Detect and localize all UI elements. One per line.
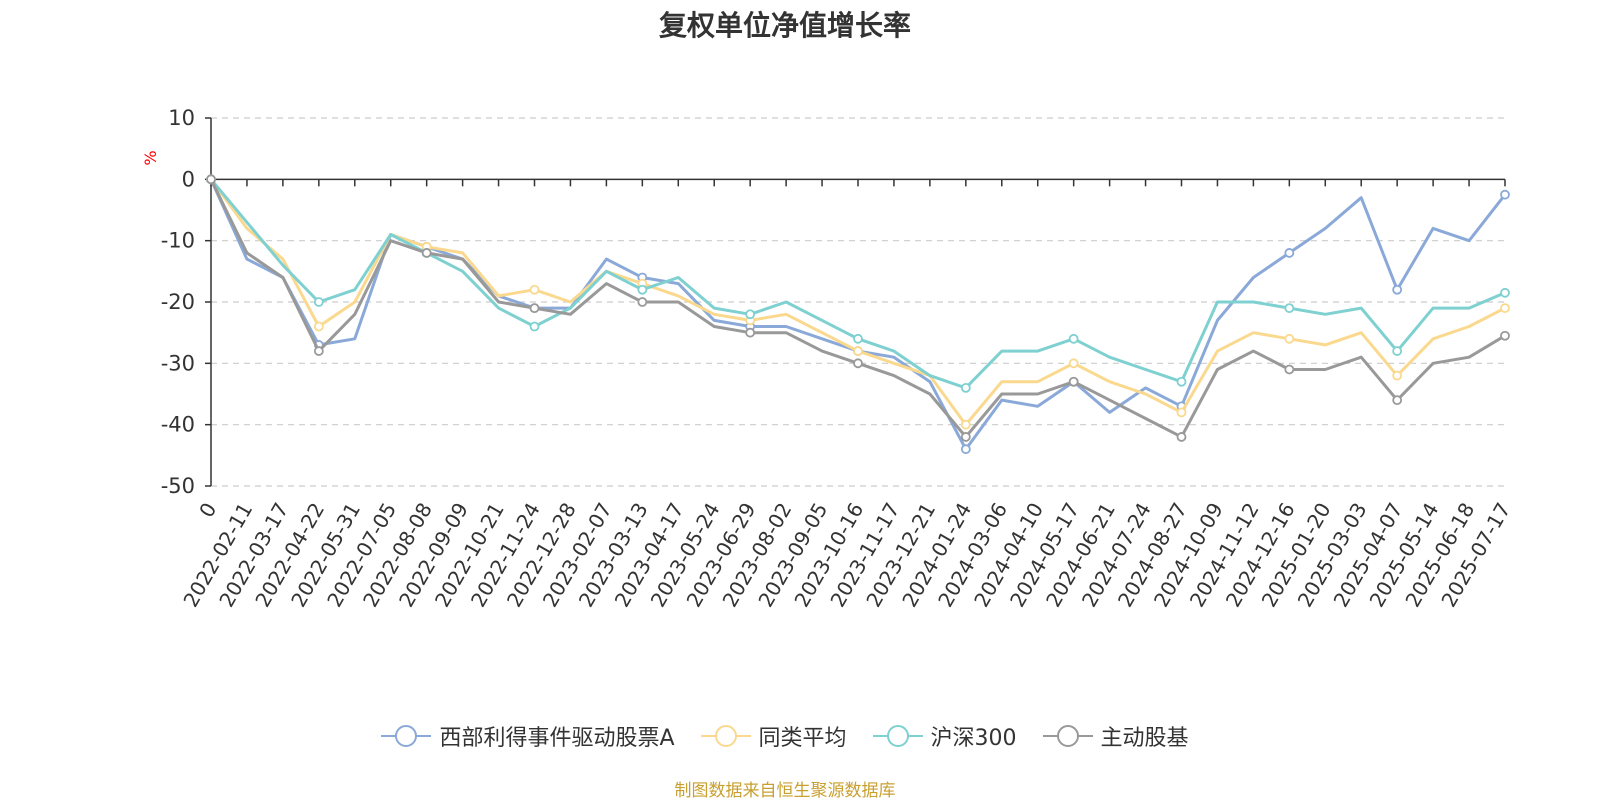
series-line-3 [209, 178, 1506, 390]
data-point [1392, 370, 1403, 381]
legend-label: 主动股基 [1100, 726, 1189, 751]
legend-label: 西部利得事件驱动股票A [439, 726, 675, 751]
y-tick-label: -30 [161, 351, 195, 375]
data-point [1176, 376, 1187, 387]
x-tick-label: 0 [194, 499, 221, 522]
y-tick-label: -10 [161, 229, 195, 253]
data-point [1176, 432, 1187, 442]
data-point [960, 432, 971, 442]
tick-labels: 100-10-20-30-40-50%02022-02-112022-03-17… [141, 106, 1515, 611]
data-point [853, 358, 863, 369]
data-point [1392, 395, 1403, 406]
data-point [529, 321, 540, 332]
data-point [853, 346, 863, 356]
legend-label: 沪深300 [930, 726, 1017, 751]
series-lines [206, 174, 1510, 455]
data-point [1500, 287, 1510, 298]
y-tick-label: 0 [182, 167, 195, 191]
legend-swatch-icon [381, 725, 432, 747]
series-line-1 [209, 178, 1507, 451]
data-point [960, 382, 971, 393]
y-tick-label: -50 [161, 474, 195, 498]
legend-item-3[interactable]: 沪深300 [872, 720, 1017, 752]
legend-item-2[interactable]: 同类平均 [700, 720, 847, 752]
data-point [960, 444, 971, 455]
data-point [1284, 333, 1295, 344]
legend-item-1[interactable]: 西部利得事件驱动股票A [381, 720, 675, 752]
data-point [1284, 248, 1295, 258]
data-point [960, 419, 971, 430]
data-point [1284, 303, 1295, 314]
data-point [745, 327, 756, 338]
source-note: 制图数据来自恒生聚源数据库 [674, 781, 896, 801]
y-tick-label: -40 [161, 413, 195, 437]
data-point [1392, 346, 1403, 356]
data-point [313, 321, 324, 332]
data-point [637, 284, 648, 295]
data-point [745, 309, 756, 320]
data-point [1068, 358, 1079, 369]
legend: 西部利得事件驱动股票A 同类平均 沪深300 主动股基 [0, 720, 1570, 752]
data-point [1392, 284, 1403, 295]
data-point [1176, 407, 1187, 418]
data-point [1068, 376, 1079, 387]
legend-item-4[interactable]: 主动股基 [1042, 720, 1189, 752]
data-point [1500, 189, 1510, 200]
series-line-2 [209, 178, 1506, 427]
data-point [421, 248, 432, 258]
grid-lines [211, 117, 1505, 487]
data-point [637, 297, 648, 307]
data-point [313, 346, 324, 356]
data-point [1284, 364, 1295, 375]
y-tick-label: 10 [168, 106, 195, 130]
y-tick-label: -20 [161, 290, 195, 314]
y-axis-unit-label: % [141, 150, 160, 165]
data-point [1500, 303, 1510, 314]
legend-swatch-icon [1042, 725, 1093, 747]
chart-title: 复权单位净值增长率 [658, 9, 911, 42]
data-point [313, 297, 324, 307]
data-point [529, 284, 540, 295]
data-point [206, 174, 216, 185]
series-line-4 [209, 178, 1506, 439]
legend-label: 同类平均 [758, 726, 847, 751]
legend-swatch-icon [872, 725, 923, 747]
data-point [853, 333, 863, 344]
data-point [1500, 330, 1510, 341]
line-chart: 100-10-20-30-40-50%02022-02-112022-03-17… [141, 106, 1515, 611]
legend-swatch-icon [700, 725, 751, 747]
data-point [529, 303, 540, 314]
data-point [1068, 333, 1079, 344]
